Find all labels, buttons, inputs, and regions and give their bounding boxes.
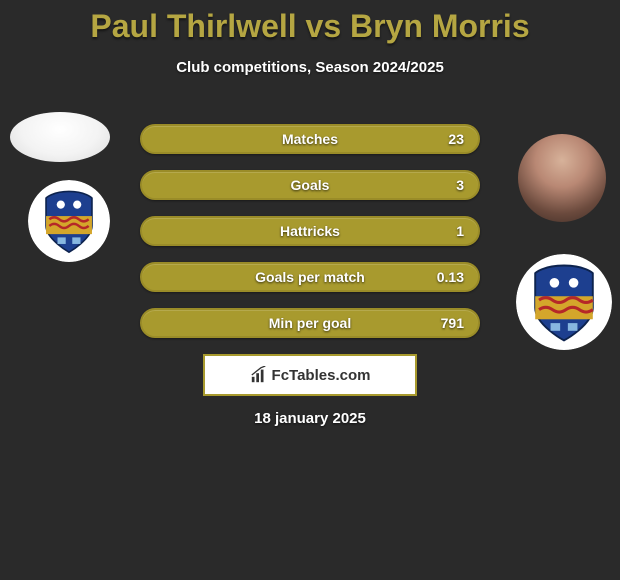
bar-right-value: 791 bbox=[441, 315, 464, 331]
bar-label: Goals per match bbox=[255, 269, 365, 285]
bar-row: Goals 3 bbox=[140, 170, 480, 200]
brand-text: FcTables.com bbox=[272, 367, 371, 384]
brand-box[interactable]: FcTables.com bbox=[203, 354, 417, 396]
bar-right-value: 3 bbox=[456, 177, 464, 193]
bar-right-value: 1 bbox=[456, 223, 464, 239]
bar-right-value: 23 bbox=[448, 131, 464, 147]
bar-chart-icon bbox=[250, 366, 268, 384]
player-right-crest bbox=[516, 254, 612, 350]
bar-label: Goals bbox=[291, 177, 330, 193]
bar-row: Goals per match 0.13 bbox=[140, 262, 480, 292]
date-text: 18 january 2025 bbox=[0, 410, 620, 427]
subtitle: Club competitions, Season 2024/2025 bbox=[0, 59, 620, 76]
page-title: Paul Thirlwell vs Bryn Morris bbox=[0, 0, 620, 45]
bar-label: Hattricks bbox=[280, 223, 340, 239]
comparison-bars: Matches 23 Goals 3 Hattricks 1 Goals per… bbox=[140, 124, 480, 354]
bar-label: Matches bbox=[282, 131, 338, 147]
bar-label: Min per goal bbox=[269, 315, 351, 331]
player-left-crest bbox=[28, 180, 110, 262]
bar-row: Min per goal 791 bbox=[140, 308, 480, 338]
bar-row: Hattricks 1 bbox=[140, 216, 480, 246]
player-left-avatar bbox=[10, 112, 110, 162]
player-right-avatar bbox=[518, 134, 606, 222]
bar-right-value: 0.13 bbox=[437, 269, 464, 285]
bar-row: Matches 23 bbox=[140, 124, 480, 154]
